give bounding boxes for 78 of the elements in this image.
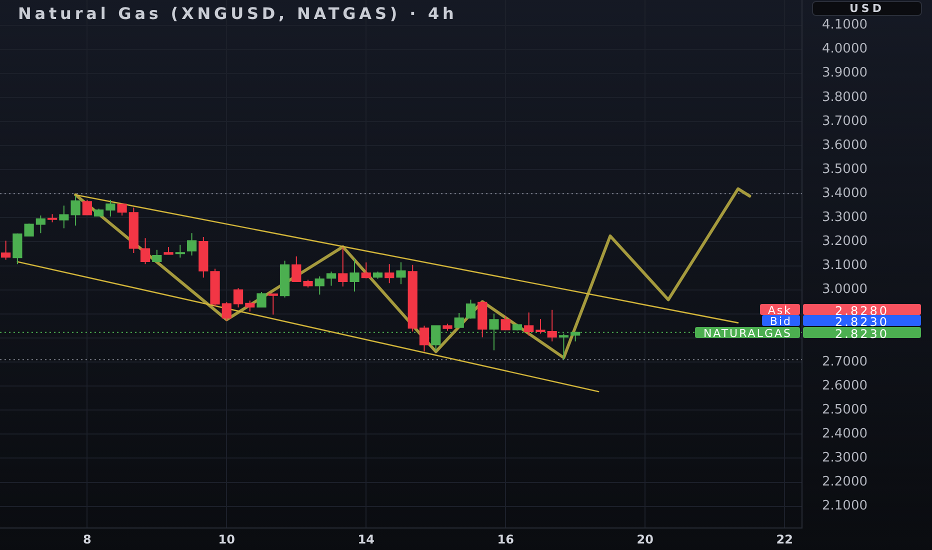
- x-tick-label: 14: [358, 532, 374, 546]
- candlestick: [350, 258, 360, 292]
- candlestick: [222, 302, 232, 322]
- candlestick: [361, 262, 371, 279]
- ref-line-label: NATURALGAS: [695, 326, 800, 340]
- y-tick-label: 2.6000: [822, 378, 868, 394]
- candlestick: [408, 264, 418, 332]
- candlestick: [536, 318, 546, 334]
- candlestick: [24, 222, 34, 237]
- candlestick: [396, 262, 406, 285]
- candlestick: [186, 232, 197, 256]
- candlestick: [233, 288, 244, 308]
- candlestick: [1, 240, 11, 260]
- candlestick: [268, 292, 278, 316]
- candlestick: [500, 316, 510, 331]
- candlestick: [12, 232, 22, 265]
- y-tick-label: 3.7000: [822, 114, 868, 129]
- candlestick: [326, 271, 336, 286]
- y-tick-label: 2.1000: [822, 498, 868, 514]
- x-tick-label: 22: [776, 532, 793, 546]
- y-tick-label: 3.9000: [822, 66, 868, 81]
- y-tick-label: 2.5000: [822, 402, 868, 418]
- candlestick: [59, 205, 69, 229]
- candlestick: [384, 264, 394, 284]
- y-tick-label: 3.3000: [822, 210, 868, 226]
- text: 2.8280: [803, 304, 921, 318]
- candlestick: [314, 276, 324, 296]
- candlestick: [280, 260, 290, 298]
- y-tick-label: 3.1000: [822, 258, 868, 274]
- y-tick-label: 3.2000: [822, 234, 868, 250]
- candlestick: [210, 268, 220, 307]
- candlestick: [372, 271, 383, 280]
- candlestick: [70, 195, 80, 226]
- candlestick: [303, 279, 313, 288]
- candlestick: [82, 199, 92, 216]
- candlestick: [175, 244, 185, 258]
- y-tick-label: 3.5000: [822, 162, 868, 177]
- x-tick-label: 20: [636, 532, 654, 546]
- y-tick-label: 4.0000: [822, 42, 868, 57]
- y-tick-label: 3.8000: [822, 90, 868, 105]
- candlestick: [245, 300, 255, 312]
- y-tick-label: 2.7000: [822, 354, 868, 370]
- y-tick-label: 3.0000: [822, 282, 868, 298]
- x-tick-label: 16: [497, 532, 514, 546]
- candlestick: [164, 246, 174, 256]
- candlestick: [198, 236, 208, 278]
- y-tick-label: 2.3000: [822, 450, 868, 466]
- y-tick-label: 3.6000: [822, 138, 868, 153]
- candlestick: [48, 214, 58, 223]
- candlestick: [140, 238, 150, 265]
- chart-title: Natural Gas (XNGUSD, NATGAS) · 4h: [18, 4, 458, 23]
- candlestick: [454, 312, 464, 328]
- x-tick-label: 8: [82, 532, 92, 546]
- annotation: Bid: [762, 315, 800, 328]
- candlestick: [117, 202, 127, 216]
- y-tick-label: 4.1000: [822, 18, 868, 33]
- candlestick: [256, 292, 266, 308]
- candlestick: [419, 325, 430, 352]
- candlestick: [338, 247, 348, 287]
- y-tick-label: 2.2000: [822, 474, 868, 490]
- y-axis-title: USD: [812, 1, 922, 16]
- candlestick: [442, 323, 452, 332]
- text: 2.8230: [803, 315, 921, 330]
- candlestick: [106, 199, 116, 217]
- candlestick: [128, 207, 138, 254]
- x-tick-label: 10: [218, 532, 236, 546]
- candlestick: [292, 256, 302, 282]
- text: 2.8230: [803, 326, 921, 341]
- candlestick: [36, 215, 46, 234]
- annotation: Ask: [760, 304, 800, 317]
- candlestick: [547, 309, 557, 342]
- candlestick: [152, 249, 162, 263]
- y-tick-label: 3.4000: [822, 186, 868, 202]
- candlestick: [478, 300, 488, 338]
- y-tick-label: 2.4000: [822, 426, 868, 442]
- candlestick: [524, 312, 534, 336]
- candlestick: [466, 299, 476, 320]
- candlestick: [94, 208, 104, 217]
